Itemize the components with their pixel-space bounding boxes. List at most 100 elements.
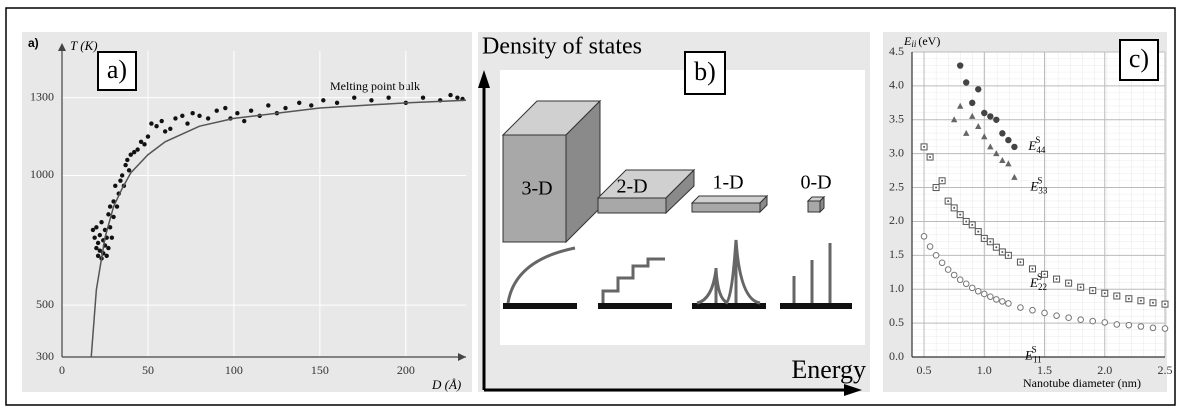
figure: a) T (K) D (Å) Melting point bulk Densit… [0, 0, 1181, 410]
point-center [1152, 302, 1154, 304]
point [1005, 137, 1011, 143]
point [266, 103, 270, 107]
point [96, 241, 100, 245]
y-tick-label: 1000 [30, 167, 54, 181]
panel-label: c) [1129, 44, 1149, 73]
point-center [977, 231, 979, 233]
point [988, 294, 994, 300]
point [1018, 305, 1024, 311]
point-center [971, 224, 973, 226]
point [981, 291, 987, 297]
point [1114, 322, 1120, 328]
y-tick-label: 0.5 [889, 315, 904, 329]
system-label: 2-D [616, 176, 647, 198]
point-center [1116, 295, 1118, 297]
y-tick-label: 4.0 [889, 78, 904, 92]
point [448, 93, 452, 97]
y-tick-label: 2.5 [889, 179, 904, 193]
point [933, 253, 939, 259]
point [111, 215, 115, 219]
x-tick-label: 1.5 [1037, 363, 1052, 377]
x-tick-label: 2.5 [1158, 363, 1173, 377]
label-unit: (eV) [918, 34, 940, 48]
point [999, 130, 1005, 136]
point [106, 246, 110, 250]
annotation-sup: S [1037, 175, 1042, 185]
point [921, 234, 927, 240]
point-center [1019, 261, 1021, 263]
y-tick-label: 1.5 [889, 247, 904, 261]
point [142, 142, 146, 146]
point [939, 260, 945, 266]
point [309, 103, 313, 107]
annotation-sup: S [1035, 135, 1040, 145]
point [113, 184, 117, 188]
point [206, 116, 210, 120]
point-center [1140, 300, 1142, 302]
annotation: Melting point bulk [330, 79, 420, 93]
point [173, 116, 177, 120]
point [969, 285, 975, 291]
figure-label: a) [28, 36, 39, 50]
point [993, 117, 999, 123]
point [969, 100, 975, 106]
point [1078, 317, 1084, 323]
point [1102, 320, 1108, 326]
system-label: 0-D [800, 172, 831, 194]
point [352, 95, 356, 99]
point [180, 114, 184, 118]
point-center [1104, 292, 1106, 294]
point [108, 204, 112, 208]
x-tick-label: 0 [59, 363, 65, 377]
point [994, 297, 1000, 303]
point [975, 86, 981, 92]
x-tick-label: 1.0 [977, 363, 992, 377]
point-center [959, 214, 961, 216]
point-center [935, 187, 937, 189]
y-axis-label: T (K) [70, 38, 98, 53]
point-center [1007, 254, 1009, 256]
y-tick-label: 1300 [30, 89, 54, 103]
point-center [989, 241, 991, 243]
point [125, 158, 129, 162]
y-axis-label: Eii(eV) [903, 34, 940, 49]
point [335, 101, 339, 105]
system-label: 3-D [521, 178, 552, 200]
point [975, 288, 981, 294]
x-axis-label: D (Å) [431, 377, 461, 392]
point-center [1128, 298, 1130, 300]
annotation-sub: 22 [1038, 282, 1047, 292]
y-axis-label: Density of states [482, 34, 642, 60]
point-center [1080, 286, 1082, 288]
point [215, 108, 219, 112]
point [123, 163, 127, 167]
point-center [995, 246, 997, 248]
point [957, 62, 963, 68]
panel-label: b) [694, 57, 716, 86]
point [369, 98, 373, 102]
point [421, 95, 425, 99]
point-center [1164, 303, 1166, 305]
point [146, 134, 150, 138]
x-axis-label: Nanotube diameter (nm) [1023, 376, 1141, 390]
point [135, 147, 139, 151]
point [118, 178, 122, 182]
point [1030, 307, 1036, 313]
point [94, 225, 98, 229]
point [283, 106, 287, 110]
point [1066, 315, 1072, 321]
point [99, 220, 103, 224]
point-center [1056, 278, 1058, 280]
x-tick-label: 100 [225, 363, 243, 377]
point [1054, 313, 1060, 319]
point [127, 168, 131, 172]
point [927, 244, 933, 250]
point [1006, 301, 1012, 307]
point [185, 121, 189, 125]
x-tick-label: 200 [397, 363, 415, 377]
annotation-sub: 33 [1038, 185, 1048, 195]
y-tick-label: 2.0 [889, 213, 904, 227]
point [223, 106, 227, 110]
point-center [1001, 251, 1003, 253]
label-sub: ii [911, 39, 917, 49]
